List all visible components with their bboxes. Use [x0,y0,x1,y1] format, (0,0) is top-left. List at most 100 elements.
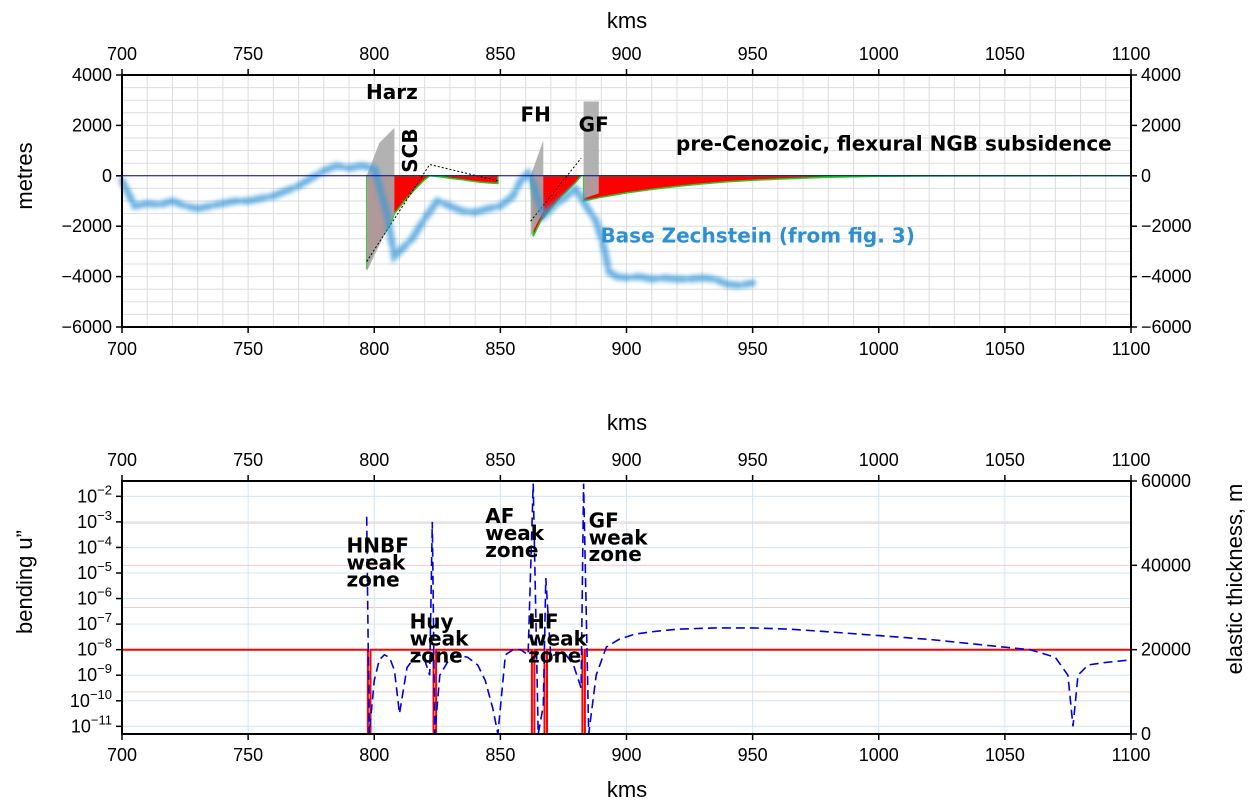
top-x-tick-label-upper: 900 [611,44,641,64]
bottom-x-axis-title: kms [607,777,647,802]
top-x-tick-label-lower: 900 [611,339,641,359]
bottom-annotation: Huy [410,610,454,634]
bottom-x-tick-label-lower: 900 [611,745,641,765]
log-base: 10 [77,614,97,634]
log-exponent: −8 [97,636,112,651]
bottom-gridlines [121,480,1132,735]
bottom-left-tick-label: 10−4 [77,533,112,557]
log-base: 10 [77,486,97,506]
bottom-annotation: zone [485,538,538,562]
bottom-annotation: zone [528,643,581,667]
bottom-x-tick-label-upper: 750 [233,450,263,470]
log-base: 10 [71,716,91,736]
bottom-left-tick-label: 10−6 [77,585,112,609]
top-x-axis-title: kms [607,8,647,33]
log-exponent: −9 [97,661,112,676]
log-base: 10 [77,665,97,685]
log-base: 10 [77,512,97,532]
bending-series [365,483,1132,735]
bottom-left-tick-label: 10−2 [77,482,112,506]
bottom-x-tick-label-upper: 1000 [859,450,899,470]
top-x-tick-label-upper: 1050 [985,44,1025,64]
bottom-x-tick-label-lower: 1050 [985,745,1025,765]
top-annotations: Harz SCB FH GF pre-Cenozoic, flexural NGB su… [366,80,1112,248]
top-x-tick-label-upper: 850 [485,44,515,64]
top-x-tick-label-upper: 1100 [1112,44,1151,64]
log-exponent: −5 [97,559,112,574]
bottom-x-tick-label-lower: 850 [485,745,515,765]
bottom-chart-panel: 700 700 750 750 800 800 850 850 900 900 950 950 1000… [12,410,1247,802]
top-y-tick-label-right: −6000 [1141,317,1192,337]
bottom-right-y-axis-title: elastic thickness, m [1222,484,1247,675]
bottom-left-tick-label: 10−5 [77,559,112,583]
top-y-axis-title: metres [12,142,37,209]
bottom-right-tick-label: 60000 [1141,471,1191,491]
bottom-x-tick-label-lower: 750 [233,745,263,765]
bottom-annotation: zone [347,567,400,591]
bottom-right-tick-label: 20000 [1141,640,1191,660]
bottom-x-tick-label-upper: 850 [485,450,515,470]
top-annotation: pre-Cenozoic, flexural NGB subsidence [676,132,1112,156]
top-x-tick-label-lower: 1100 [1112,339,1151,359]
top-chart-panel: 700 700 750 750 800 800 850 850 900 900 950 950 1000… [12,8,1192,359]
top-y-tick-label-left: 2000 [72,115,112,135]
bottom-left-tick-label: 10−7 [77,610,112,634]
top-y-tick-label-right: −2000 [1141,216,1192,236]
top-annotation: SCB [398,128,422,172]
bottom-left-tick-label: 10−10 [70,687,112,711]
top-annotation: Base Zechstein (from fig. 3) [600,224,914,248]
log-exponent: −11 [91,712,112,727]
top-y-tick-label-right: −4000 [1141,267,1192,287]
bottom-annotations: HNBFweakzoneHuyweakzoneAFweakzoneHFweakz… [347,504,649,667]
bottom-x-tick-label-upper: 1050 [985,450,1025,470]
top-annotation: FH [520,103,550,127]
bottom-left-tick-label: 10−3 [77,508,112,532]
bottom-x-tick-label-lower: 1000 [859,745,899,765]
bottom-annotation: zone [589,542,642,566]
log-exponent: −2 [97,482,112,497]
top-ticks: 700 700 750 750 800 800 850 850 900 900 950 950 1000… [61,44,1191,359]
log-exponent: −10 [90,687,112,702]
top-y-tick-label-left: 0 [102,166,112,186]
top-annotation: GF [579,113,609,137]
bottom-annotation: HF [528,610,558,634]
bottom-x-tick-label-upper: 700 [107,450,137,470]
bottom-annotation: AF [485,504,514,528]
top-x-tick-label-lower: 750 [233,339,263,359]
fault-block-3 [583,101,599,199]
top-y-tick-label-left: 4000 [72,65,112,85]
top-y-tick-label-right: 4000 [1141,65,1181,85]
top-base-zechstein-line [118,162,757,289]
bottom-annotation: weak [589,525,649,549]
bottom-x-tick-label-lower: 950 [738,745,768,765]
top-x-tick-label-lower: 700 [107,339,137,359]
log-base: 10 [77,563,97,583]
top-annotation: Harz [366,80,418,104]
bottom-right-tick-label: 0 [1141,724,1151,744]
log-base: 10 [70,691,90,711]
top-y-tick-label-right: 2000 [1141,115,1181,135]
bottom-x-tick-label-upper: 950 [738,450,768,470]
top-x-tick-label-upper: 1000 [859,44,899,64]
bottom-right-tick-label: 40000 [1141,555,1191,575]
bottom-annotation: HNBF [347,534,409,558]
bottom-annotation: weak [485,521,545,545]
bottom-left-y-axis-title: bending u” [12,530,37,634]
bottom-annotation: zone [410,643,463,667]
bottom-x-axis-title-top: kms [607,410,647,435]
bottom-x-tick-label-upper: 1100 [1112,450,1151,470]
top-x-tick-label-upper: 700 [107,44,137,64]
top-x-tick-label-lower: 950 [738,339,768,359]
log-exponent: −4 [97,533,112,548]
log-base: 10 [77,640,97,660]
top-y-tick-label-left: −2000 [61,216,112,236]
log-exponent: −3 [97,508,112,523]
top-x-tick-label-upper: 950 [738,44,768,64]
top-x-tick-label-upper: 800 [359,44,389,64]
top-y-tick-label-left: −6000 [61,317,112,337]
bottom-annotation: GF [589,508,619,532]
bottom-annotation: weak [347,551,407,575]
top-x-tick-label-lower: 1050 [985,339,1025,359]
bottom-x-tick-label-upper: 800 [359,450,389,470]
